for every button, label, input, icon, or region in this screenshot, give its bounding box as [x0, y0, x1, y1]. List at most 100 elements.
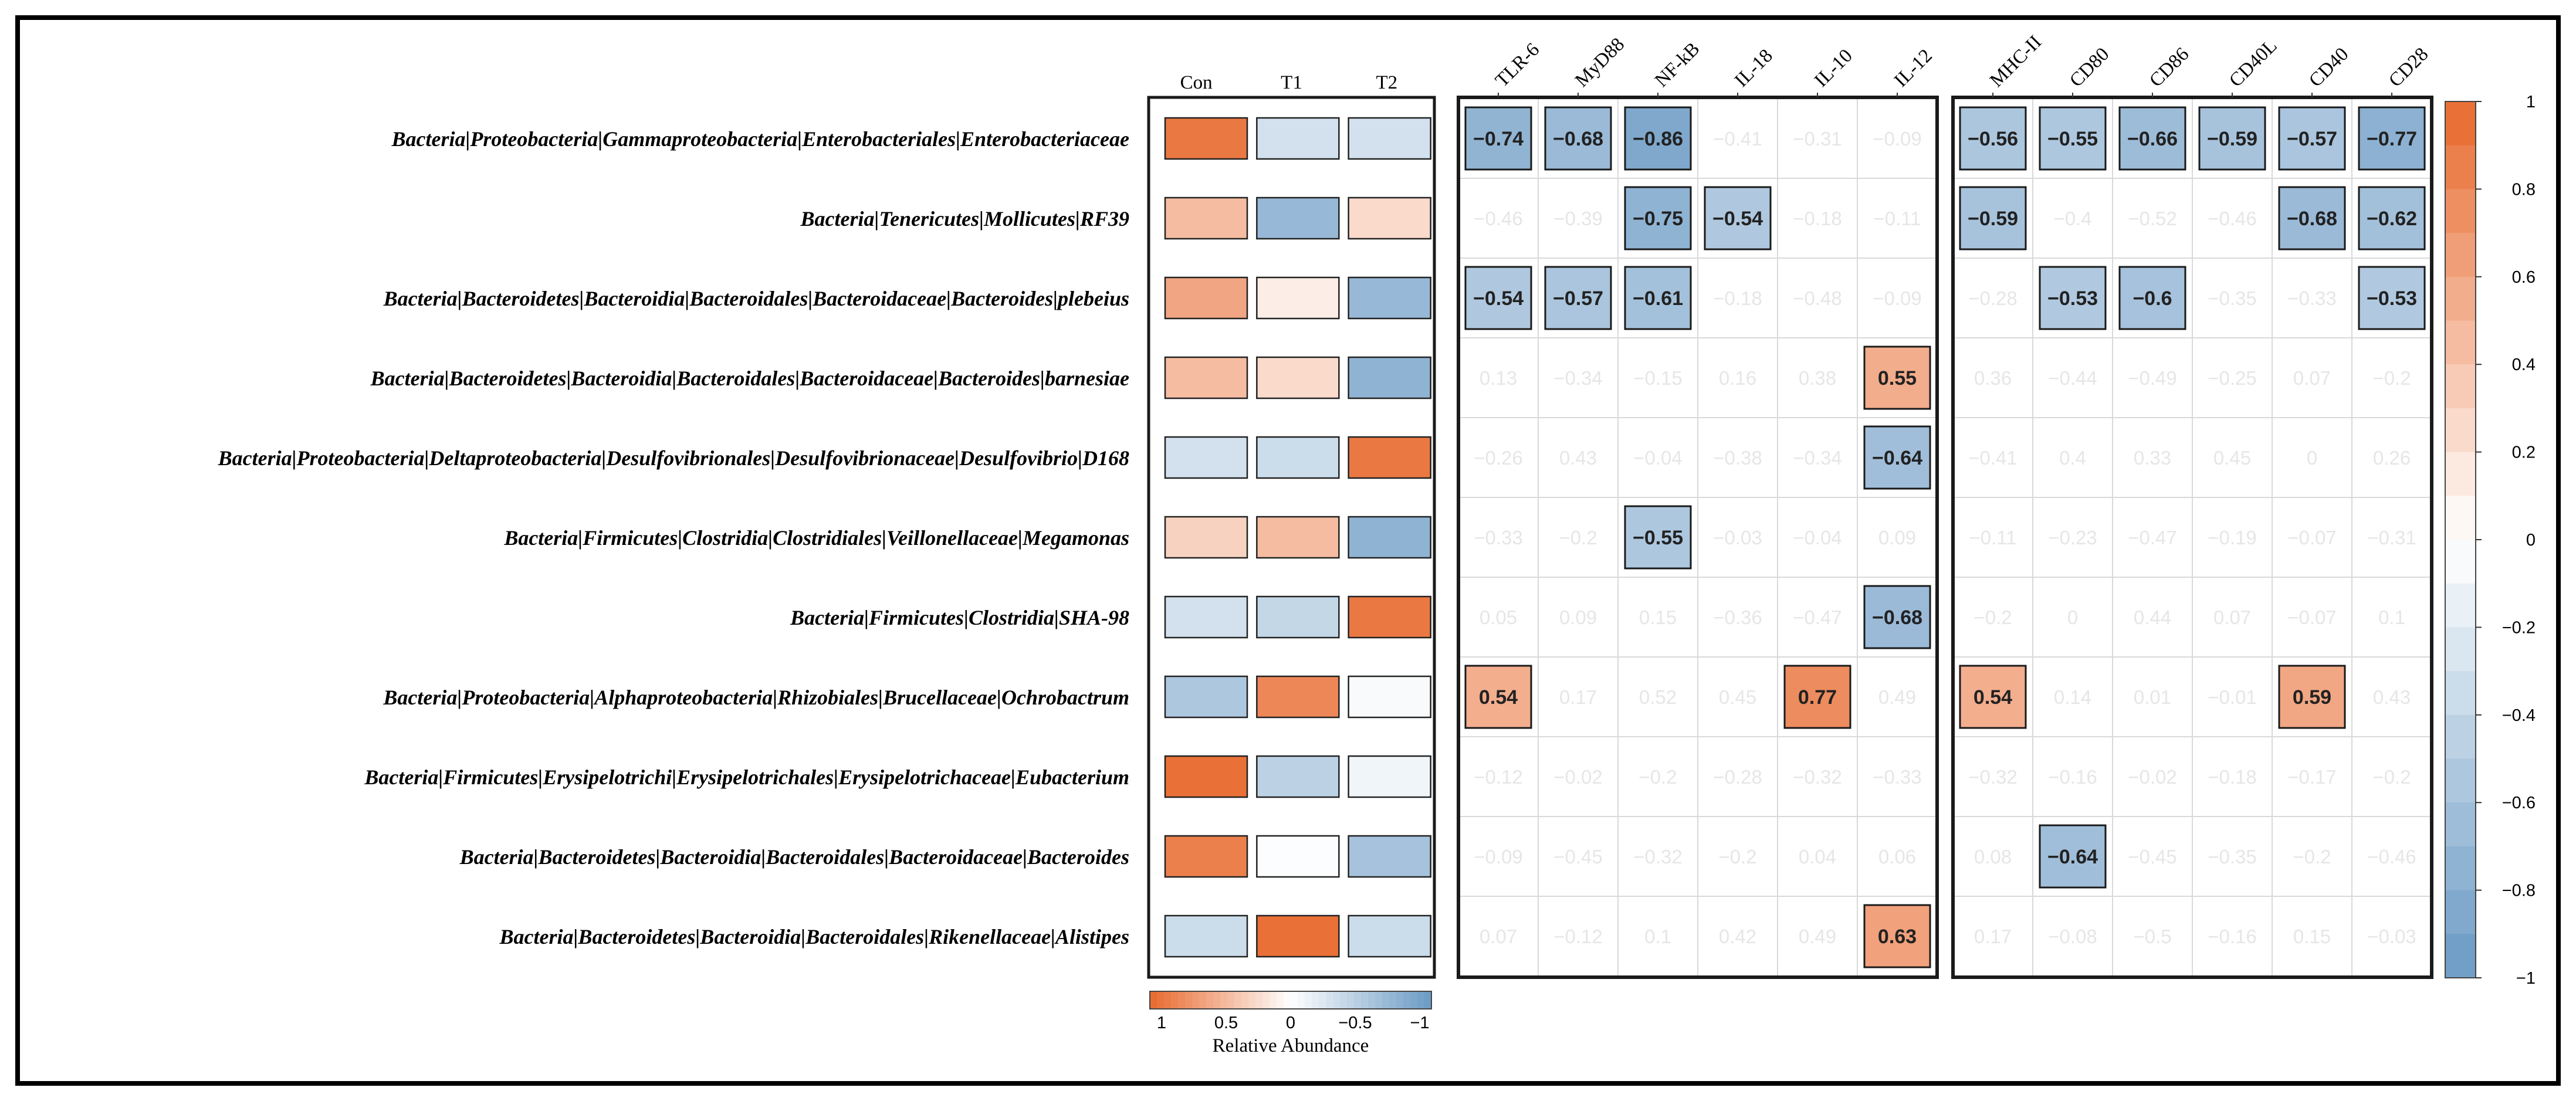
- abundance-legend-step: [1347, 991, 1355, 1009]
- cell-value-label: −0.38: [1713, 447, 1762, 469]
- colorbar-step: [2445, 101, 2476, 146]
- significant-cell: [2358, 266, 2426, 330]
- cell-value-label: 0.49: [1799, 926, 1836, 947]
- abundance-legend-frame: [1149, 991, 1432, 1009]
- colorbar-step: [2445, 320, 2476, 365]
- cell-value-label: −0.08: [2048, 926, 2097, 947]
- cell-value-label: −0.34: [1553, 367, 1603, 389]
- colorbar-step: [2445, 934, 2476, 978]
- cell-value-label: 0.63: [1878, 926, 1917, 948]
- abundance-legend-step: [1312, 991, 1319, 1009]
- cell-value-label: −0.18: [2208, 766, 2257, 788]
- abundance-legend-step: [1375, 991, 1383, 1009]
- abundance-panel-frame: [1147, 96, 1436, 979]
- cell-value-label: −0.34: [1793, 447, 1842, 469]
- cell-value-label: −0.19: [2208, 527, 2257, 548]
- significant-cell: [1863, 585, 1931, 649]
- cell-value-label: −0.55: [2047, 128, 2098, 150]
- cell-value-label: 0.15: [1639, 607, 1677, 628]
- abundance-cell: [1164, 197, 1248, 240]
- cell-value-label: −0.2: [2372, 766, 2411, 788]
- cell-value-label: 0.26: [2373, 447, 2411, 469]
- abundance-panel: Con T1 T2: [1147, 72, 1436, 979]
- cell-value-label: −0.41: [1713, 128, 1762, 150]
- abundance-legend-step: [1234, 991, 1242, 1009]
- cell-value-label: −0.52: [2128, 208, 2177, 229]
- cell-value-label: −0.01: [2208, 686, 2257, 708]
- cell-value-label: −0.53: [2047, 287, 2098, 310]
- cell-value-label: −0.41: [1968, 447, 2018, 469]
- cell-value-label: 0.55: [1878, 367, 1917, 389]
- abundance-legend-step: [1284, 991, 1291, 1009]
- abundance-legend-step: [1192, 991, 1200, 1009]
- abundance-legend-step: [1361, 991, 1369, 1009]
- abundance-cell: [1164, 755, 1248, 798]
- cell-value-label: −0.28: [1968, 287, 2018, 309]
- cell-value-label: 0: [2307, 447, 2317, 469]
- abundance-legend-step: [1220, 991, 1228, 1009]
- cell-value-label: 0.09: [1559, 607, 1597, 628]
- abundance-cell: [1164, 356, 1248, 399]
- abundance-legend-step: [1241, 991, 1249, 1009]
- taxon-label: Bacteria|Proteobacteria|Gammaproteobacte…: [391, 127, 1129, 151]
- abundance-legend-step: [1291, 991, 1298, 1009]
- cell-value-label: −0.68: [1872, 607, 1922, 629]
- cell-value-label: 0.77: [1798, 686, 1837, 709]
- colorbar-tick-label: −0.4: [2502, 706, 2536, 725]
- cell-value-label: 0.52: [1639, 686, 1677, 708]
- cell-value-label: −0.18: [1713, 287, 1762, 309]
- cell-value-label: −0.12: [1474, 766, 1523, 788]
- abundance-legend-tick-label: −1: [1410, 1014, 1429, 1032]
- colorbar-tick-label: 1: [2526, 93, 2536, 111]
- cell-value-label: −0.4: [2053, 208, 2091, 229]
- cell-value-label: −0.77: [2367, 128, 2417, 150]
- abundance-cell: [1348, 276, 1431, 320]
- abundance-legend-step: [1255, 991, 1263, 1009]
- abundance-cell: [1164, 595, 1248, 639]
- colorbar-step: [2445, 583, 2476, 628]
- abundance-cell: [1164, 914, 1248, 958]
- cell-value-label: −0.11: [1873, 208, 1921, 229]
- abundance-legend-step: [1382, 991, 1390, 1009]
- abundance-legend-step: [1277, 991, 1284, 1009]
- taxon-label: Bacteria|Bacteroidetes|Bacteroidia|Bacte…: [499, 925, 1129, 948]
- abundance-legend-title: Relative Abundance: [1213, 1035, 1369, 1056]
- colorbar-step: [2445, 627, 2476, 672]
- cell-value-label: 0.33: [2134, 447, 2171, 469]
- cell-value-label: 0.01: [2134, 686, 2171, 708]
- cell-value-label: −0.2: [1718, 846, 1756, 868]
- abundance-cell: [1348, 516, 1431, 559]
- cell-value-label: 0.17: [1974, 926, 2012, 947]
- abundance-cell: [1256, 835, 1340, 878]
- cell-value-label: −0.09: [1873, 128, 1922, 150]
- cell-value-label: −0.18: [1793, 208, 1842, 229]
- cell-value-label: −0.61: [1633, 287, 1683, 310]
- abundance-cell: [1348, 835, 1431, 878]
- abundance-legend-step: [1270, 991, 1277, 1009]
- significant-cell: [2278, 186, 2346, 250]
- colorbar-tick-label: 0: [2526, 531, 2536, 550]
- abundance-cell: [1256, 914, 1340, 958]
- abundance-legend-step: [1326, 991, 1333, 1009]
- significant-cell: [2039, 106, 2107, 171]
- significant-cell: [1704, 186, 1772, 250]
- abundance-group-label: T2: [1376, 72, 1397, 93]
- cell-value-label: −0.68: [1553, 128, 1603, 150]
- cell-value-label: 0.45: [2213, 447, 2251, 469]
- abundance-legend-step: [1389, 991, 1397, 1009]
- cell-value-label: −0.55: [1633, 527, 1683, 549]
- cell-value-label: −0.57: [1553, 287, 1603, 310]
- colorbar-tick-label: 0.4: [2512, 355, 2536, 374]
- cell-value-label: −0.64: [1872, 447, 1922, 469]
- cell-value-label: −0.31: [1793, 128, 1842, 150]
- significant-cell: [1624, 186, 1692, 250]
- abundance-legend-tick-label: 0: [1286, 1014, 1295, 1032]
- cell-value-label: 0.43: [1559, 447, 1597, 469]
- colorbar-step: [2445, 758, 2476, 803]
- taxa-labels: Bacteria|Proteobacteria|Gammaproteobacte…: [218, 127, 1129, 948]
- significant-cell: [1959, 186, 2027, 250]
- cell-value-label: −0.53: [2367, 287, 2417, 310]
- cell-value-label: −0.02: [1553, 766, 1603, 788]
- cell-value-label: −0.2: [2372, 367, 2411, 389]
- significant-cell: [1863, 425, 1931, 490]
